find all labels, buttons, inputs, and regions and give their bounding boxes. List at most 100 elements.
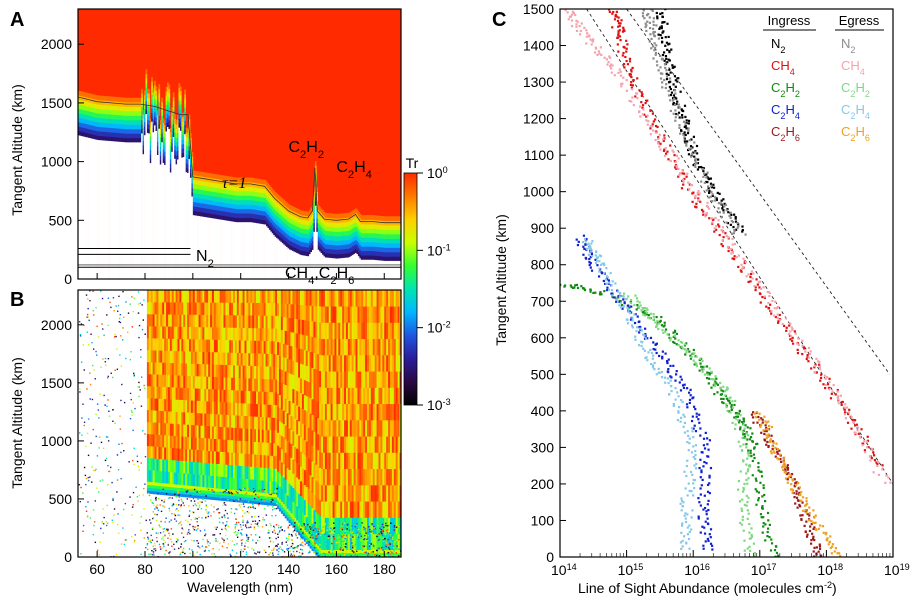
panel-b-cell xyxy=(265,290,268,304)
panel-a-band-cell xyxy=(326,253,329,258)
panel-a-band-cell xyxy=(300,237,303,242)
panel-a-band-cell xyxy=(128,128,130,134)
panel-b-cell xyxy=(211,426,215,439)
panel-a-band-cell xyxy=(367,219,370,225)
panel-a-band-cell xyxy=(385,238,387,244)
panel-a-band-cell xyxy=(98,95,100,101)
panel-b-cell xyxy=(250,365,253,379)
panel-a-band-cell xyxy=(85,105,87,111)
panel-a-band-cell xyxy=(345,222,347,227)
panel-a-band-cell xyxy=(168,84,171,90)
panel-a-band-cell xyxy=(293,224,296,230)
panel-b-band-cell xyxy=(215,491,219,495)
panel-b-cell xyxy=(288,290,291,305)
panel-a-band-cell xyxy=(379,242,382,248)
panel-b-cell xyxy=(315,369,318,386)
panel-b-cell xyxy=(317,321,320,339)
panel-a-band-cell xyxy=(342,249,344,254)
panel-b-band-cell xyxy=(244,491,247,495)
panel-b-cell xyxy=(194,326,197,340)
panel-a-band-cell xyxy=(217,183,219,189)
panel-a-band-cell xyxy=(142,122,145,128)
panel-b-cell xyxy=(357,306,360,323)
panel-a-band-cell xyxy=(359,231,362,237)
panel-b-cell xyxy=(234,327,238,341)
panel-a-band-cell xyxy=(132,115,135,121)
panel-b-cell xyxy=(313,305,316,322)
panel-b-cell xyxy=(158,326,161,339)
panel-a-band-cell xyxy=(144,121,146,127)
panel-a-band-cell xyxy=(192,201,195,207)
panel-a-band-cell xyxy=(294,238,297,244)
panel-a-band-cell xyxy=(323,220,326,226)
panel-a-opaque-region xyxy=(346,257,349,279)
panel-b-cell xyxy=(152,290,155,303)
panel-b-band-cell xyxy=(175,493,178,497)
panel-a-opaque-region xyxy=(310,252,313,279)
panel-b-cell xyxy=(162,386,165,399)
panel-a-band-cell xyxy=(356,227,359,233)
panel-a-band-cell xyxy=(326,248,329,254)
panel-b-cell xyxy=(353,290,356,307)
panel-a-band-cell xyxy=(309,222,311,228)
panel-a-band-cell xyxy=(93,116,96,122)
panel-a-band-cell xyxy=(141,111,143,116)
panel-a-opaque-region xyxy=(235,222,238,279)
panel-b-cell xyxy=(183,290,186,303)
panel-b-cell xyxy=(177,423,180,437)
panel-b-band-cell xyxy=(194,492,197,496)
panel-a-band-cell xyxy=(231,190,234,196)
panel-b-cell xyxy=(238,390,241,404)
panel-a-band-cell xyxy=(267,201,270,207)
panel-b-cell xyxy=(265,353,268,367)
panel-a-band-cell xyxy=(80,118,83,123)
panel-a-band-cell xyxy=(300,246,303,251)
panel-b-cell xyxy=(192,388,196,401)
panel-a-band-cell xyxy=(86,110,89,116)
panel-a-band-cell xyxy=(333,240,336,246)
panel-b-band-cell xyxy=(169,483,173,488)
panel-b-cell xyxy=(158,470,161,484)
panel-b-cell xyxy=(277,458,280,472)
panel-b-cell xyxy=(190,339,194,352)
panel-b-band-cell xyxy=(221,488,224,493)
panel-b-band-cell xyxy=(290,522,293,526)
panel-a-band-cell xyxy=(233,217,235,223)
panel-b-cell xyxy=(324,485,328,502)
panel-b-band-cell xyxy=(347,550,351,554)
panel-b-cell xyxy=(215,401,219,415)
panel-b-cell xyxy=(340,468,343,486)
panel-a-band-cell xyxy=(311,236,314,242)
panel-b-cell xyxy=(303,334,307,351)
panel-b-cell xyxy=(233,290,236,303)
panel-a-band-cell xyxy=(299,240,301,246)
panel-a-band-cell xyxy=(264,188,267,194)
panel-b-band-cell xyxy=(370,552,374,557)
panel-b-cell xyxy=(280,409,284,423)
panel-a-band-cell xyxy=(179,121,182,127)
panel-a-band-cell xyxy=(360,246,363,252)
panel-b-cell xyxy=(236,440,240,454)
panel-a-opaque-region xyxy=(152,132,155,279)
panel-b-cell xyxy=(301,304,305,320)
panel-b-band-cell xyxy=(192,491,196,496)
panel-b-band-cell xyxy=(148,484,152,489)
panel-a-band-cell xyxy=(116,137,119,142)
panel-a-band-cell xyxy=(340,218,343,223)
panel-b-cell xyxy=(208,388,211,402)
panel-b-cell xyxy=(202,376,205,389)
panel-b-cell xyxy=(374,371,377,388)
panel-b-band-cell xyxy=(248,500,251,504)
panel-a-band-cell xyxy=(168,88,171,94)
panel-b-cell xyxy=(313,290,316,307)
panel-a-band-cell xyxy=(352,228,354,233)
panel-b-cell xyxy=(227,439,230,453)
panel-a-band-cell xyxy=(132,102,135,107)
panel-a-opaque-region xyxy=(326,257,329,279)
panel-b-cell xyxy=(175,472,178,485)
panel-a-band-cell xyxy=(390,252,393,257)
panel-a-band-cell xyxy=(191,160,194,166)
panel-b-band-cell xyxy=(267,496,270,500)
panel-b-cell xyxy=(328,322,331,340)
panel-a-band-cell xyxy=(192,197,195,203)
